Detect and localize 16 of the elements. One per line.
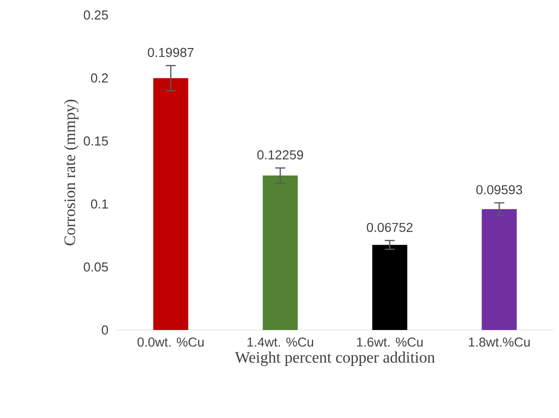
x-tick-label: 0.0wt. %Cu [138,338,204,347]
y-tick-label: 0 [102,325,108,335]
data-label: 0.09593 [476,185,522,194]
y-tick-label: 0.05 [84,262,108,272]
y-axis-title: Corrosion rate (mmpy) [64,100,78,246]
data-label: 0.12259 [257,150,304,160]
data-label: 0.06752 [366,222,412,232]
y-tick-label: 0.15 [84,136,108,146]
x-tick-label: 1.8wt.%Cu [468,338,530,347]
y-tick-label: 0.25 [84,10,108,20]
y-tick-label: 0.1 [90,199,108,209]
data-label: 0.19987 [148,48,194,58]
y-tick-label: 0.2 [90,73,108,83]
x-tick-label: 1.6wt. %Cu [357,338,423,347]
x-tick-label: 1.4wt. %Cu [248,338,314,347]
x-axis-title: Weight percent copper addition [234,352,435,366]
